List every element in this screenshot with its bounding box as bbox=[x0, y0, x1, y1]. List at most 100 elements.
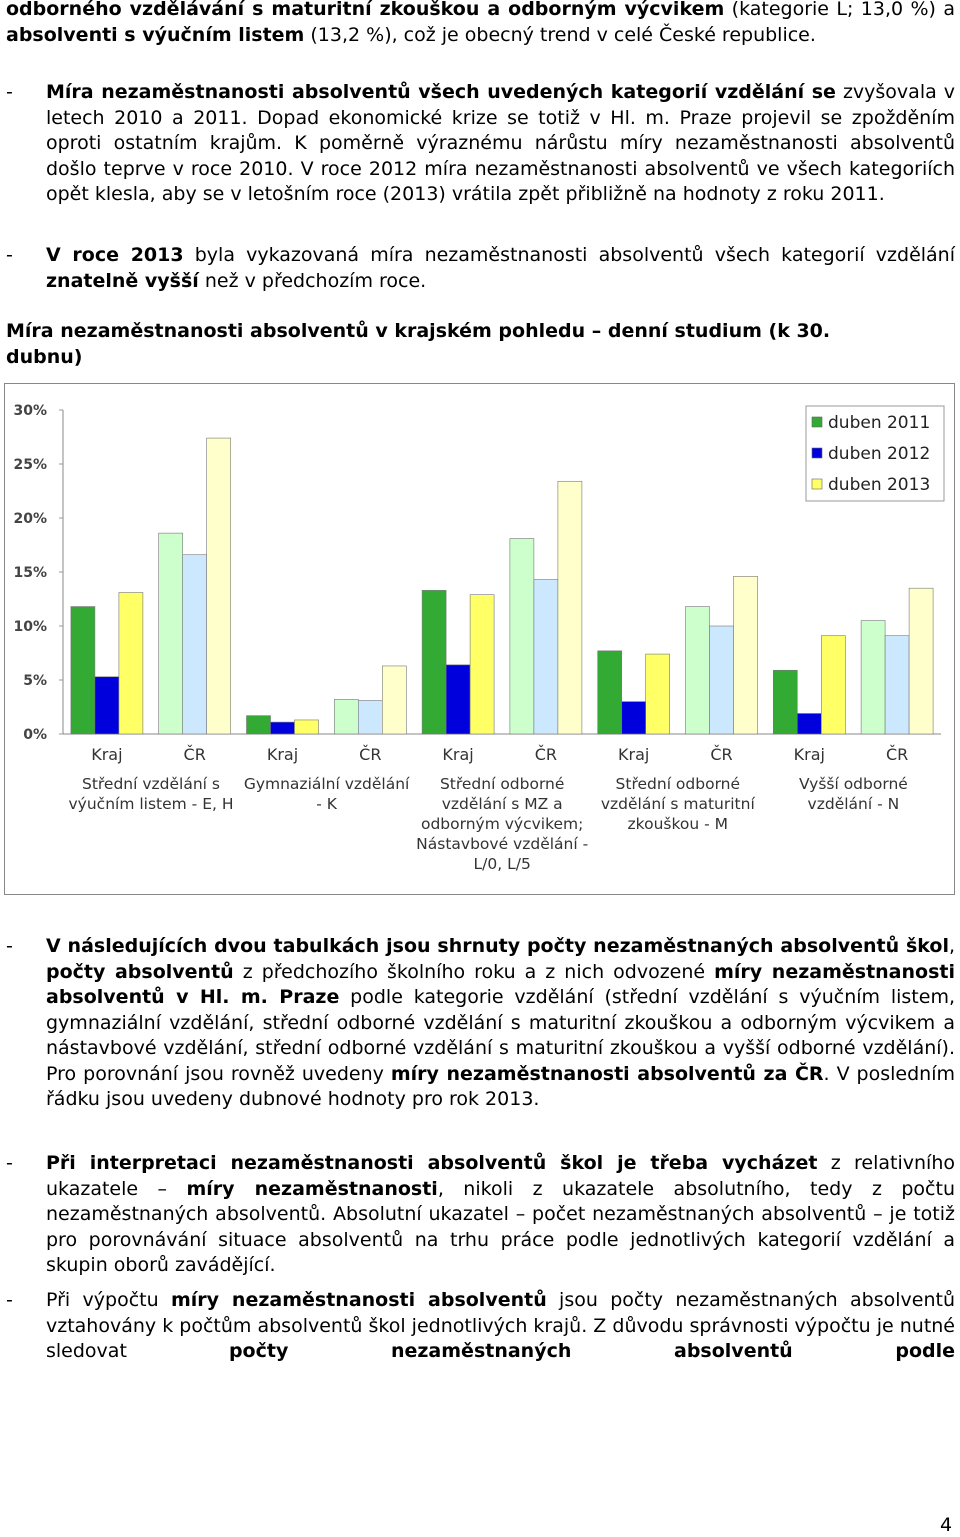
text-run: V následujících dvou tabulkách jsou shrn… bbox=[46, 935, 949, 957]
group-label: Střední odborné vzdělání s maturitní zko… bbox=[600, 775, 755, 833]
bar bbox=[70, 606, 96, 735]
bar bbox=[270, 721, 295, 735]
chart: 0% 5% 10% 15% 20% 25% 30% Kraj ČR Kraj ČR Kraj ČR Kra… bbox=[4, 383, 955, 895]
x-tick-label: Kraj bbox=[91, 745, 122, 764]
group-label: Gymnaziální vzdělání - K bbox=[243, 775, 410, 813]
x-tick-label: Kraj bbox=[794, 745, 825, 764]
bar bbox=[621, 701, 647, 735]
legend-box bbox=[805, 405, 945, 502]
bar bbox=[533, 579, 559, 735]
bullet: - V roce 2013 byla vykazovaná míra nezamě… bbox=[6, 243, 955, 294]
bar bbox=[357, 700, 383, 735]
x-tick-label: ČR bbox=[535, 745, 557, 764]
group-label: Střední odborné vzdělání s MZ a odborným… bbox=[416, 775, 589, 873]
text-run: , nikoli z ukazatele absolutního, tedy z… bbox=[46, 1177, 955, 1277]
bar bbox=[908, 587, 934, 735]
text-run: míry nezaměstnanosti absolventů v Hl. m.… bbox=[46, 960, 955, 1009]
bullet-text: V následujících dvou tabulkách jsou shrn… bbox=[46, 934, 955, 1113]
x-tick-label: ČR bbox=[710, 745, 732, 764]
intro: odborného vzdělávání s maturitní zkouško… bbox=[6, 0, 955, 48]
bullet-marker: - bbox=[6, 1152, 13, 1174]
text-run: (kategorie L; 13,0 %) a bbox=[724, 0, 955, 20]
text-run: zvyšovala v letech 2010 a 2011. Dopad ek… bbox=[46, 81, 955, 205]
y-tick-label: 0% bbox=[23, 727, 47, 743]
x-tick-label: Kraj bbox=[267, 745, 298, 764]
text-run: jsou počty nezaměstnaných absolventů vzt… bbox=[46, 1289, 956, 1362]
x-tick-label: Kraj bbox=[442, 745, 473, 764]
legend-label: duben 2013 bbox=[828, 475, 930, 495]
bar bbox=[772, 669, 798, 735]
y-tick-label: 10% bbox=[13, 619, 47, 635]
bar bbox=[294, 719, 319, 735]
bar bbox=[597, 650, 623, 735]
legend-swatch bbox=[811, 416, 823, 428]
page-number: 4 bbox=[940, 1514, 953, 1536]
bar bbox=[118, 592, 144, 735]
x-tick-label: ČR bbox=[886, 745, 908, 764]
text-run: Při výpočtu bbox=[46, 1289, 171, 1311]
text-run: počty absolventů bbox=[46, 960, 234, 983]
bullet: - Při interpretaci nezaměstnanosti absolv… bbox=[6, 1151, 955, 1279]
bullet: - V následujících dvou tabulkách jsou shr… bbox=[6, 934, 955, 1113]
text-run: než v předchozím roce. bbox=[198, 269, 427, 292]
bar bbox=[158, 532, 183, 735]
text-run: . V posledním řádku jsou uvedeny dubnové… bbox=[46, 1062, 955, 1111]
bullet-text: V roce 2013 byla vykazovaná míra nezaměs… bbox=[46, 243, 955, 294]
bar bbox=[94, 676, 120, 735]
text-run: počty nezaměstnaných absolventů podle bbox=[228, 1340, 955, 1362]
bar bbox=[445, 664, 471, 735]
bar bbox=[182, 554, 207, 735]
bar bbox=[796, 713, 822, 735]
text-run: Míra nezaměstnanosti absolventů všech uv… bbox=[46, 81, 836, 103]
bar bbox=[381, 665, 407, 735]
text-run: odborného vzdělávání s maturitní zkouško… bbox=[6, 0, 725, 20]
bullet-text: Při interpretaci nezaměstnanosti absolve… bbox=[46, 1151, 955, 1279]
chart-svg: 0% 5% 10% 15% 20% 25% 30% Kraj ČR Kraj ČR Kraj ČR Kra… bbox=[13, 403, 945, 764]
y-tick-label: 30% bbox=[13, 403, 47, 419]
bar bbox=[509, 538, 535, 735]
bullet-marker: - bbox=[6, 244, 13, 266]
bullet-marker: - bbox=[6, 1289, 13, 1311]
text-run: , bbox=[948, 935, 955, 957]
x-tick-label: ČR bbox=[184, 745, 206, 764]
group-label: Střední vzdělání s výučním listem - E, H bbox=[68, 775, 234, 813]
text-run: podle kategorie vzdělání (střední vzdělá… bbox=[46, 986, 955, 1085]
bullet-text: Při výpočtu míry nezaměstnanosti absolve… bbox=[46, 1288, 955, 1365]
text-run: znatelně vyšší bbox=[46, 269, 199, 292]
text-run: Při interpretaci nezaměstnanosti absolve… bbox=[46, 1152, 818, 1174]
text-run: absolventi s výučním listem bbox=[6, 23, 305, 46]
text-run: míry nezaměstnanosti bbox=[186, 1177, 438, 1200]
legend-label: duben 2011 bbox=[828, 413, 930, 433]
bar bbox=[820, 635, 846, 735]
bullet-text: Míra nezaměstnanosti absolventů všech uv… bbox=[46, 80, 955, 208]
legend-label: duben 2012 bbox=[828, 444, 930, 464]
text-run: z předchozího školního roku a z nich odv… bbox=[233, 960, 715, 983]
bar bbox=[333, 699, 359, 735]
bar bbox=[246, 715, 271, 735]
text-run: míry nezaměstnanosti absolventů bbox=[170, 1289, 547, 1311]
text-run: byla vykazovaná míra nezaměstnanosti abs… bbox=[183, 244, 956, 266]
bullet: - Míra nezaměstnanosti absolventů všech u… bbox=[6, 80, 955, 208]
group-label: Vyšší odborné vzdělání - N bbox=[798, 775, 908, 813]
bar bbox=[860, 620, 886, 735]
y-tick-label: 25% bbox=[13, 457, 47, 473]
text-run: z relativního ukazatele – bbox=[46, 1152, 955, 1200]
text-run: (13,2 %), což je obecný trend v celé Čes… bbox=[304, 23, 816, 46]
x-tick-label: ČR bbox=[359, 745, 381, 764]
bar bbox=[685, 606, 710, 735]
bar bbox=[469, 594, 495, 735]
bar bbox=[733, 576, 758, 735]
text-run: V roce 2013 bbox=[46, 244, 184, 266]
legend-swatch bbox=[811, 447, 823, 459]
heading: Míra nezaměstnanosti absolventů v krajsk… bbox=[6, 320, 831, 368]
x-tick-label: Kraj bbox=[618, 745, 649, 764]
y-tick-label: 20% bbox=[13, 511, 47, 527]
bullet-marker: - bbox=[6, 935, 13, 957]
legend-swatch bbox=[811, 478, 823, 490]
text-run: míry nezaměstnanosti absolventů za ČR bbox=[390, 1062, 824, 1085]
bar bbox=[421, 590, 447, 735]
bar bbox=[206, 437, 231, 735]
bar bbox=[884, 635, 910, 735]
y-tick-label: 15% bbox=[13, 565, 47, 581]
